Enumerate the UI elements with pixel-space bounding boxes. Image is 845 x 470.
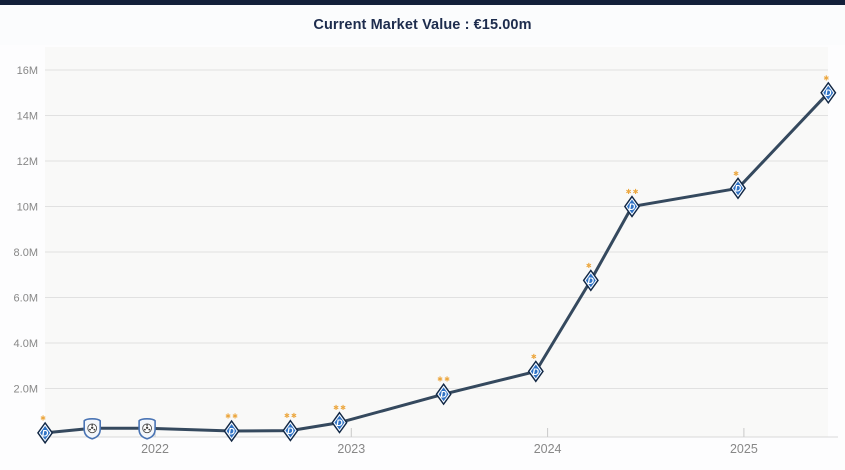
- y-axis-tick-label: 16M: [17, 65, 38, 77]
- y-axis-tick-label: 10M: [17, 202, 38, 214]
- y-axis-tick-label: 14M: [17, 111, 38, 123]
- crest-diamond: [37, 421, 54, 445]
- value-change-star-icon: ✱: [733, 170, 739, 178]
- value-change-star-icon: ✱: [333, 404, 339, 412]
- crest-letter-d: D: [533, 367, 540, 377]
- football-pattern-dot: [91, 424, 93, 426]
- club-crest-diamond-d[interactable]: D ✱ ✱: [435, 376, 452, 406]
- crest-letter-d: D: [735, 184, 742, 194]
- club-crest-diamond-d[interactable]: D✱: [37, 414, 54, 445]
- club-crest-diamond-d[interactable]: D ✱ ✱: [331, 404, 348, 434]
- crest-diamond: [223, 419, 240, 443]
- football-pattern-dot: [91, 426, 94, 429]
- crest-diamond: [282, 419, 299, 442]
- x-axis-tick-label: 2025: [730, 442, 758, 456]
- chart-header: Current Market Value : €15.00m: [0, 5, 845, 45]
- value-change-star-icon: ✱: [444, 376, 450, 384]
- crest-diamond-inner-border: [625, 197, 639, 216]
- crest-diamond: [435, 383, 452, 406]
- football-pattern-dot: [148, 428, 151, 431]
- crest-diamond-inner-border: [38, 424, 52, 442]
- club-crest-diamond-d[interactable]: D✱: [729, 170, 747, 200]
- football-pattern-dot: [145, 426, 149, 429]
- club-crest-shield-ball[interactable]: [83, 417, 101, 440]
- value-change-star-icon: ✱: [437, 376, 443, 384]
- football-pattern-dot: [93, 428, 96, 431]
- club-crest-diamond-d[interactable]: D✱: [527, 353, 544, 383]
- crest-letter-d: D: [440, 390, 447, 400]
- value-change-star-icon: ✱: [823, 74, 829, 82]
- value-change-star-icon: ✱: [232, 413, 238, 421]
- crest-diamond-inner-border: [225, 422, 238, 440]
- crest-letter-d: D: [336, 418, 343, 428]
- crest-diamond-inner-border: [333, 413, 346, 432]
- crest-letter-d: D: [825, 88, 832, 98]
- y-axis-tick-label: 8.0M: [14, 247, 38, 259]
- crest-diamond: [623, 195, 641, 218]
- crest-diamond-inner-border: [822, 84, 835, 102]
- crest-diamond: [331, 411, 348, 434]
- crest-letter-d: D: [228, 426, 235, 436]
- crest-letter-d: D: [629, 202, 636, 212]
- crest-diamond-inner-border: [284, 421, 297, 440]
- club-crest-diamond-d[interactable]: D ✱ ✱: [623, 188, 641, 218]
- football-pattern-dot: [89, 428, 91, 431]
- club-crest-shield-ball[interactable]: [138, 417, 156, 440]
- club-crest-diamond-d[interactable]: D✱: [582, 262, 599, 292]
- value-change-star-icon: ✱: [633, 188, 639, 196]
- crest-diamond-inner-border: [731, 179, 745, 197]
- crest-letter-d: D: [42, 428, 49, 438]
- chart-title: Current Market Value : €15.00m: [313, 17, 532, 33]
- x-axis-tick-label: 2024: [534, 442, 562, 456]
- club-crest-diamond-d[interactable]: D✱: [820, 74, 837, 104]
- club-crest-diamond-d[interactable]: D ✱ ✱: [282, 412, 299, 442]
- x-axis-tick-label: 2022: [141, 442, 169, 456]
- crest-letter-d: D: [588, 276, 595, 286]
- value-change-star-icon: ✱: [340, 404, 346, 412]
- x-axis-tick-label: 2023: [337, 442, 365, 456]
- crest-diamond-inner-border: [437, 385, 450, 403]
- crest-diamond: [729, 177, 747, 200]
- value-change-star-icon: ✱: [531, 353, 537, 361]
- value-change-star-icon: ✱: [586, 262, 592, 270]
- y-axis-tick-label: 2.0M: [14, 384, 38, 396]
- football-pattern-dot: [146, 424, 148, 426]
- crest-diamond: [527, 360, 544, 383]
- plot-area: [45, 47, 828, 437]
- crest-diamond-inner-border: [584, 271, 598, 290]
- crest-diamond: [820, 81, 837, 104]
- value-change-star-icon: ✱: [284, 412, 290, 420]
- crest-diamond: [582, 269, 599, 292]
- market-value-line: [43, 91, 830, 435]
- value-change-star-icon: ✱: [40, 414, 46, 422]
- crest-diamond-inner-border: [529, 362, 543, 381]
- club-crest-diamond-d[interactable]: D ✱ ✱: [223, 413, 240, 443]
- value-change-star-icon: ✱: [626, 188, 632, 196]
- market-value-chart[interactable]: 16M 14M 12M 10M 8.0M 6.0M 4.0M 2.0M 2022 2023 2024…: [0, 45, 845, 465]
- y-axis-tick-label: 6.0M: [14, 293, 38, 305]
- y-axis-tick-label: 4.0M: [14, 338, 38, 350]
- football-pattern-dot: [144, 428, 146, 431]
- crest-letter-d: D: [287, 426, 294, 436]
- value-change-star-icon: ✱: [291, 412, 297, 420]
- y-axis-tick-label: 12M: [17, 156, 38, 168]
- value-change-star-icon: ✱: [225, 413, 231, 421]
- top-border-bar: [0, 0, 845, 5]
- market-value-chart-container: 16M 14M 12M 10M 8.0M 6.0M 4.0M 2.0M 2022 2023 2024…: [0, 45, 845, 465]
